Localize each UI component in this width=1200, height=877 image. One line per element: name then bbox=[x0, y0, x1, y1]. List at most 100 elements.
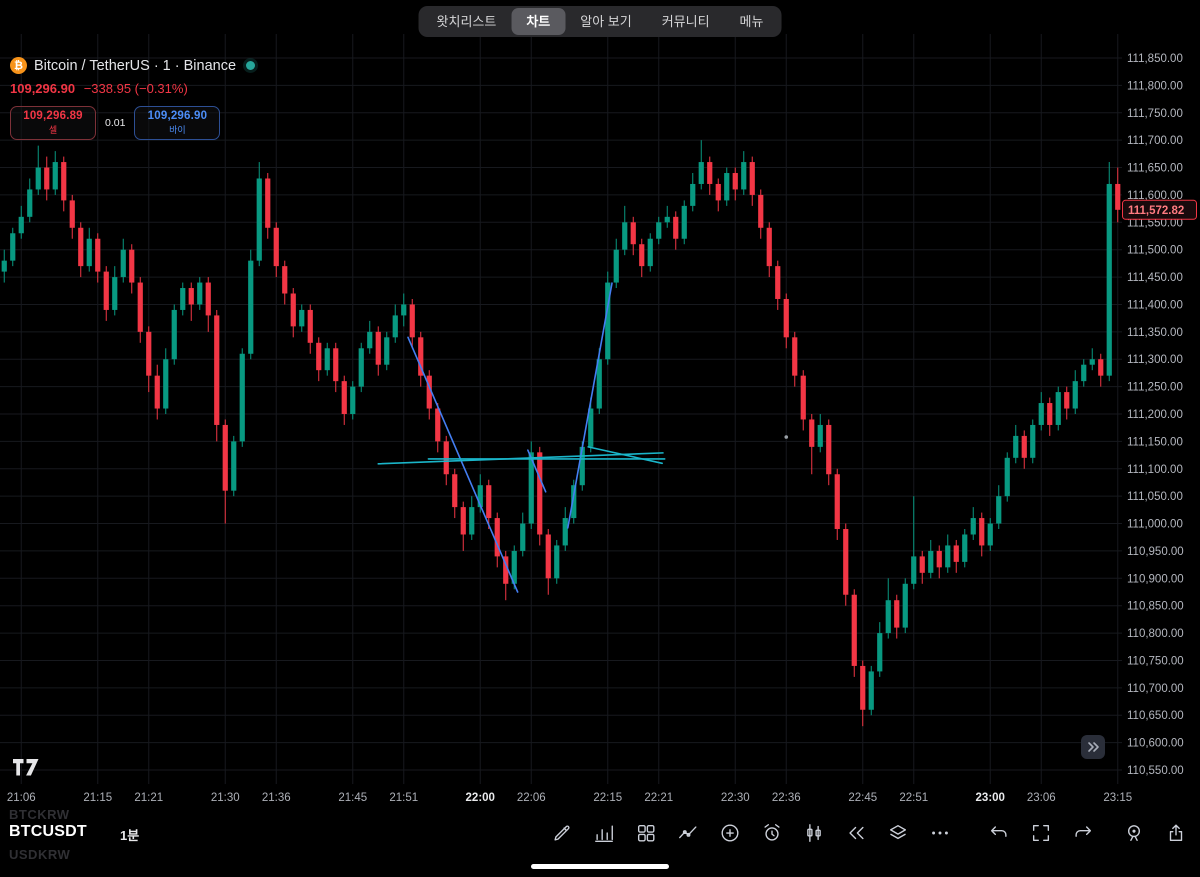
grid bbox=[0, 34, 1122, 784]
trade-widget: 109,296.89 셀 0.01 109,296.90 바이 bbox=[10, 106, 255, 140]
add-circle-icon[interactable] bbox=[716, 819, 744, 847]
watermark-symbol-above: BTCKRW bbox=[9, 807, 70, 822]
svg-text:21:30: 21:30 bbox=[211, 792, 240, 804]
svg-text:21:51: 21:51 bbox=[389, 792, 418, 804]
buy-price: 109,296.90 bbox=[147, 110, 208, 122]
candles-icon[interactable] bbox=[800, 819, 828, 847]
svg-text:111,450.00: 111,450.00 bbox=[1127, 272, 1183, 284]
toolbar-group-history bbox=[985, 819, 1097, 847]
svg-text:110,900.00: 110,900.00 bbox=[1127, 573, 1184, 585]
sell-button[interactable]: 109,296.89 셀 bbox=[10, 106, 96, 140]
svg-text:111,550.00: 111,550.00 bbox=[1127, 217, 1183, 229]
user-drawings[interactable] bbox=[377, 282, 789, 593]
toolbar-group-right bbox=[1120, 819, 1190, 847]
symbol-header: ₿ Bitcoin / TetherUS · 1 · Binance 109,2… bbox=[10, 57, 256, 140]
last-price-tag: 111,572.82 bbox=[1122, 199, 1197, 220]
svg-text:111,200.00: 111,200.00 bbox=[1127, 409, 1183, 421]
svg-text:22:30: 22:30 bbox=[721, 792, 750, 804]
svg-text:110,950.00: 110,950.00 bbox=[1127, 546, 1184, 558]
svg-text:21:45: 21:45 bbox=[338, 792, 367, 804]
svg-text:22:06: 22:06 bbox=[517, 792, 546, 804]
price-axis[interactable]: 111,850.00 111,800.00 111,750.00 111,700.00… bbox=[1122, 53, 1197, 777]
draw-icon[interactable] bbox=[548, 819, 576, 847]
svg-text:111,050.00: 111,050.00 bbox=[1127, 491, 1183, 503]
svg-text:110,650.00: 110,650.00 bbox=[1127, 710, 1184, 722]
svg-text:111,572.82: 111,572.82 bbox=[1128, 205, 1184, 217]
buy-label: 바이 bbox=[169, 125, 186, 135]
svg-text:22:45: 22:45 bbox=[848, 792, 877, 804]
toolbar-group-left bbox=[548, 819, 954, 847]
svg-text:111,600.00: 111,600.00 bbox=[1127, 190, 1183, 202]
svg-text:111,800.00: 111,800.00 bbox=[1127, 80, 1183, 92]
svg-text:23:06: 23:06 bbox=[1027, 792, 1056, 804]
time-axis[interactable]: 21:06 21:15 21:21 21:30 21:36 21:45 21:51 22:00… bbox=[7, 792, 1132, 804]
price-change: −338.95 (−0.31%) bbox=[83, 81, 188, 96]
svg-text:111,850.00: 111,850.00 bbox=[1127, 53, 1183, 65]
sell-label: 셀 bbox=[48, 125, 58, 135]
layout-grid-icon[interactable] bbox=[632, 819, 660, 847]
svg-text:21:06: 21:06 bbox=[7, 792, 36, 804]
more-icon[interactable] bbox=[926, 819, 954, 847]
svg-text:111,400.00: 111,400.00 bbox=[1127, 299, 1183, 311]
svg-text:23:15: 23:15 bbox=[1103, 792, 1132, 804]
svg-text:111,000.00: 111,000.00 bbox=[1127, 519, 1183, 531]
home-indicator[interactable] bbox=[531, 864, 669, 869]
svg-text:111,300.00: 111,300.00 bbox=[1127, 354, 1183, 366]
chevrons-right-icon bbox=[1088, 742, 1099, 752]
market-status-dot[interactable] bbox=[246, 61, 256, 70]
svg-text:111,350.00: 111,350.00 bbox=[1127, 327, 1183, 339]
layers-icon[interactable] bbox=[884, 819, 912, 847]
spread-value: 0.01 bbox=[105, 117, 126, 129]
svg-text:22:51: 22:51 bbox=[899, 792, 928, 804]
fullscreen-icon[interactable] bbox=[1027, 819, 1055, 847]
candlestick-chart[interactable]: 111,850.00 111,800.00 111,750.00 111,700.00… bbox=[0, 0, 1200, 812]
undo-icon[interactable] bbox=[985, 819, 1013, 847]
svg-text:110,800.00: 110,800.00 bbox=[1127, 628, 1184, 640]
tab-menu[interactable]: 메뉴 bbox=[739, 14, 764, 29]
svg-text:23:00: 23:00 bbox=[976, 792, 1005, 804]
svg-text:22:21: 22:21 bbox=[644, 792, 673, 804]
watermark-symbol-below: USDKRW bbox=[9, 847, 71, 862]
chart-type-icon[interactable] bbox=[590, 819, 618, 847]
scroll-right-button[interactable] bbox=[1081, 735, 1105, 759]
price-row: 109,296.90 −338.95 (−0.31%) bbox=[10, 81, 255, 96]
svg-text:22:36: 22:36 bbox=[772, 792, 801, 804]
svg-text:21:36: 21:36 bbox=[262, 792, 291, 804]
svg-text:111,750.00: 111,750.00 bbox=[1127, 108, 1183, 120]
svg-text:110,550.00: 110,550.00 bbox=[1127, 765, 1184, 777]
last-price: 109,296.90 bbox=[10, 81, 76, 96]
tab-explore[interactable]: 알아 보기 bbox=[580, 14, 632, 29]
svg-text:111,250.00: 111,250.00 bbox=[1127, 382, 1183, 394]
svg-text:111,150.00: 111,150.00 bbox=[1127, 436, 1183, 448]
svg-text:111,650.00: 111,650.00 bbox=[1127, 163, 1183, 175]
symbol-title[interactable]: Bitcoin / TetherUS · 1 · Binance bbox=[34, 57, 237, 74]
svg-text:22:15: 22:15 bbox=[593, 792, 622, 804]
interval-selector[interactable]: 1분 bbox=[120, 828, 140, 843]
alert-clock-icon[interactable] bbox=[758, 819, 786, 847]
svg-text:110,850.00: 110,850.00 bbox=[1127, 601, 1184, 613]
svg-text:21:15: 21:15 bbox=[83, 792, 112, 804]
svg-text:21:21: 21:21 bbox=[134, 792, 163, 804]
svg-text:110,600.00: 110,600.00 bbox=[1127, 738, 1184, 750]
tab-watchlist[interactable]: 왓치리스트 bbox=[436, 14, 497, 29]
sell-price: 109,296.89 bbox=[23, 110, 83, 122]
share-icon[interactable] bbox=[1162, 819, 1190, 847]
svg-text:111,100.00: 111,100.00 bbox=[1127, 464, 1183, 476]
tab-community[interactable]: 커뮤니티 bbox=[661, 14, 710, 29]
svg-text:110,750.00: 110,750.00 bbox=[1127, 655, 1184, 667]
redo-icon[interactable] bbox=[1069, 819, 1097, 847]
active-symbol[interactable]: BTCUSDT bbox=[9, 823, 87, 840]
bitcoin-icon: ₿ bbox=[10, 57, 27, 74]
top-nav: 왓치리스트 차트 알아 보기 커뮤니티 메뉴 bbox=[418, 6, 782, 37]
replay-icon[interactable] bbox=[842, 819, 870, 847]
buy-button[interactable]: 109,296.90 바이 bbox=[134, 106, 221, 140]
tradingview-logo[interactable] bbox=[13, 759, 41, 781]
svg-text:110,700.00: 110,700.00 bbox=[1127, 683, 1184, 695]
indicators-icon[interactable] bbox=[674, 819, 702, 847]
candles bbox=[1, 140, 1121, 727]
tab-chart[interactable]: 차트 bbox=[511, 8, 566, 35]
svg-text:22:00: 22:00 bbox=[466, 792, 495, 804]
snapshot-icon[interactable] bbox=[1120, 819, 1148, 847]
svg-text:111,700.00: 111,700.00 bbox=[1127, 135, 1183, 147]
